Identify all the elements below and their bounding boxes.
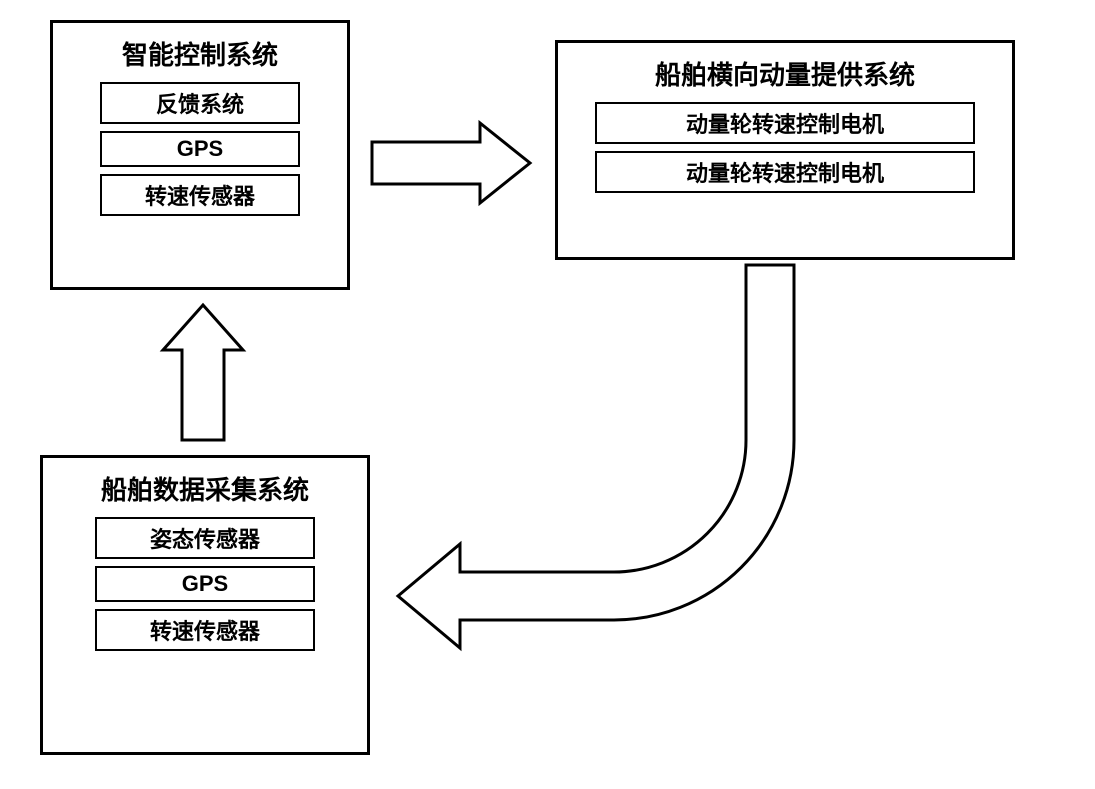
arrow-curved-icon	[390, 260, 890, 660]
arrow-right-icon	[370, 118, 540, 208]
item-speed-sensor: 转速传感器	[95, 609, 315, 651]
box-intelligent-control-system: 智能控制系统 反馈系统 GPS 转速传感器	[50, 20, 350, 290]
item-gps: GPS	[100, 131, 300, 167]
box-title: 智能控制系统	[63, 35, 337, 72]
item-feedback-system: 反馈系统	[100, 82, 300, 124]
box-title: 船舶横向动量提供系统	[568, 55, 1002, 92]
item-momentum-wheel-motor-1: 动量轮转速控制电机	[595, 102, 975, 144]
item-momentum-wheel-motor-2: 动量轮转速控制电机	[595, 151, 975, 193]
item-gps: GPS	[95, 566, 315, 602]
box-lateral-momentum-system: 船舶横向动量提供系统 动量轮转速控制电机 动量轮转速控制电机	[555, 40, 1015, 260]
arrow-up-icon	[158, 300, 248, 450]
box-data-acquisition-system: 船舶数据采集系统 姿态传感器 GPS 转速传感器	[40, 455, 370, 755]
item-attitude-sensor: 姿态传感器	[95, 517, 315, 559]
box-title: 船舶数据采集系统	[53, 470, 357, 507]
item-speed-sensor: 转速传感器	[100, 174, 300, 216]
